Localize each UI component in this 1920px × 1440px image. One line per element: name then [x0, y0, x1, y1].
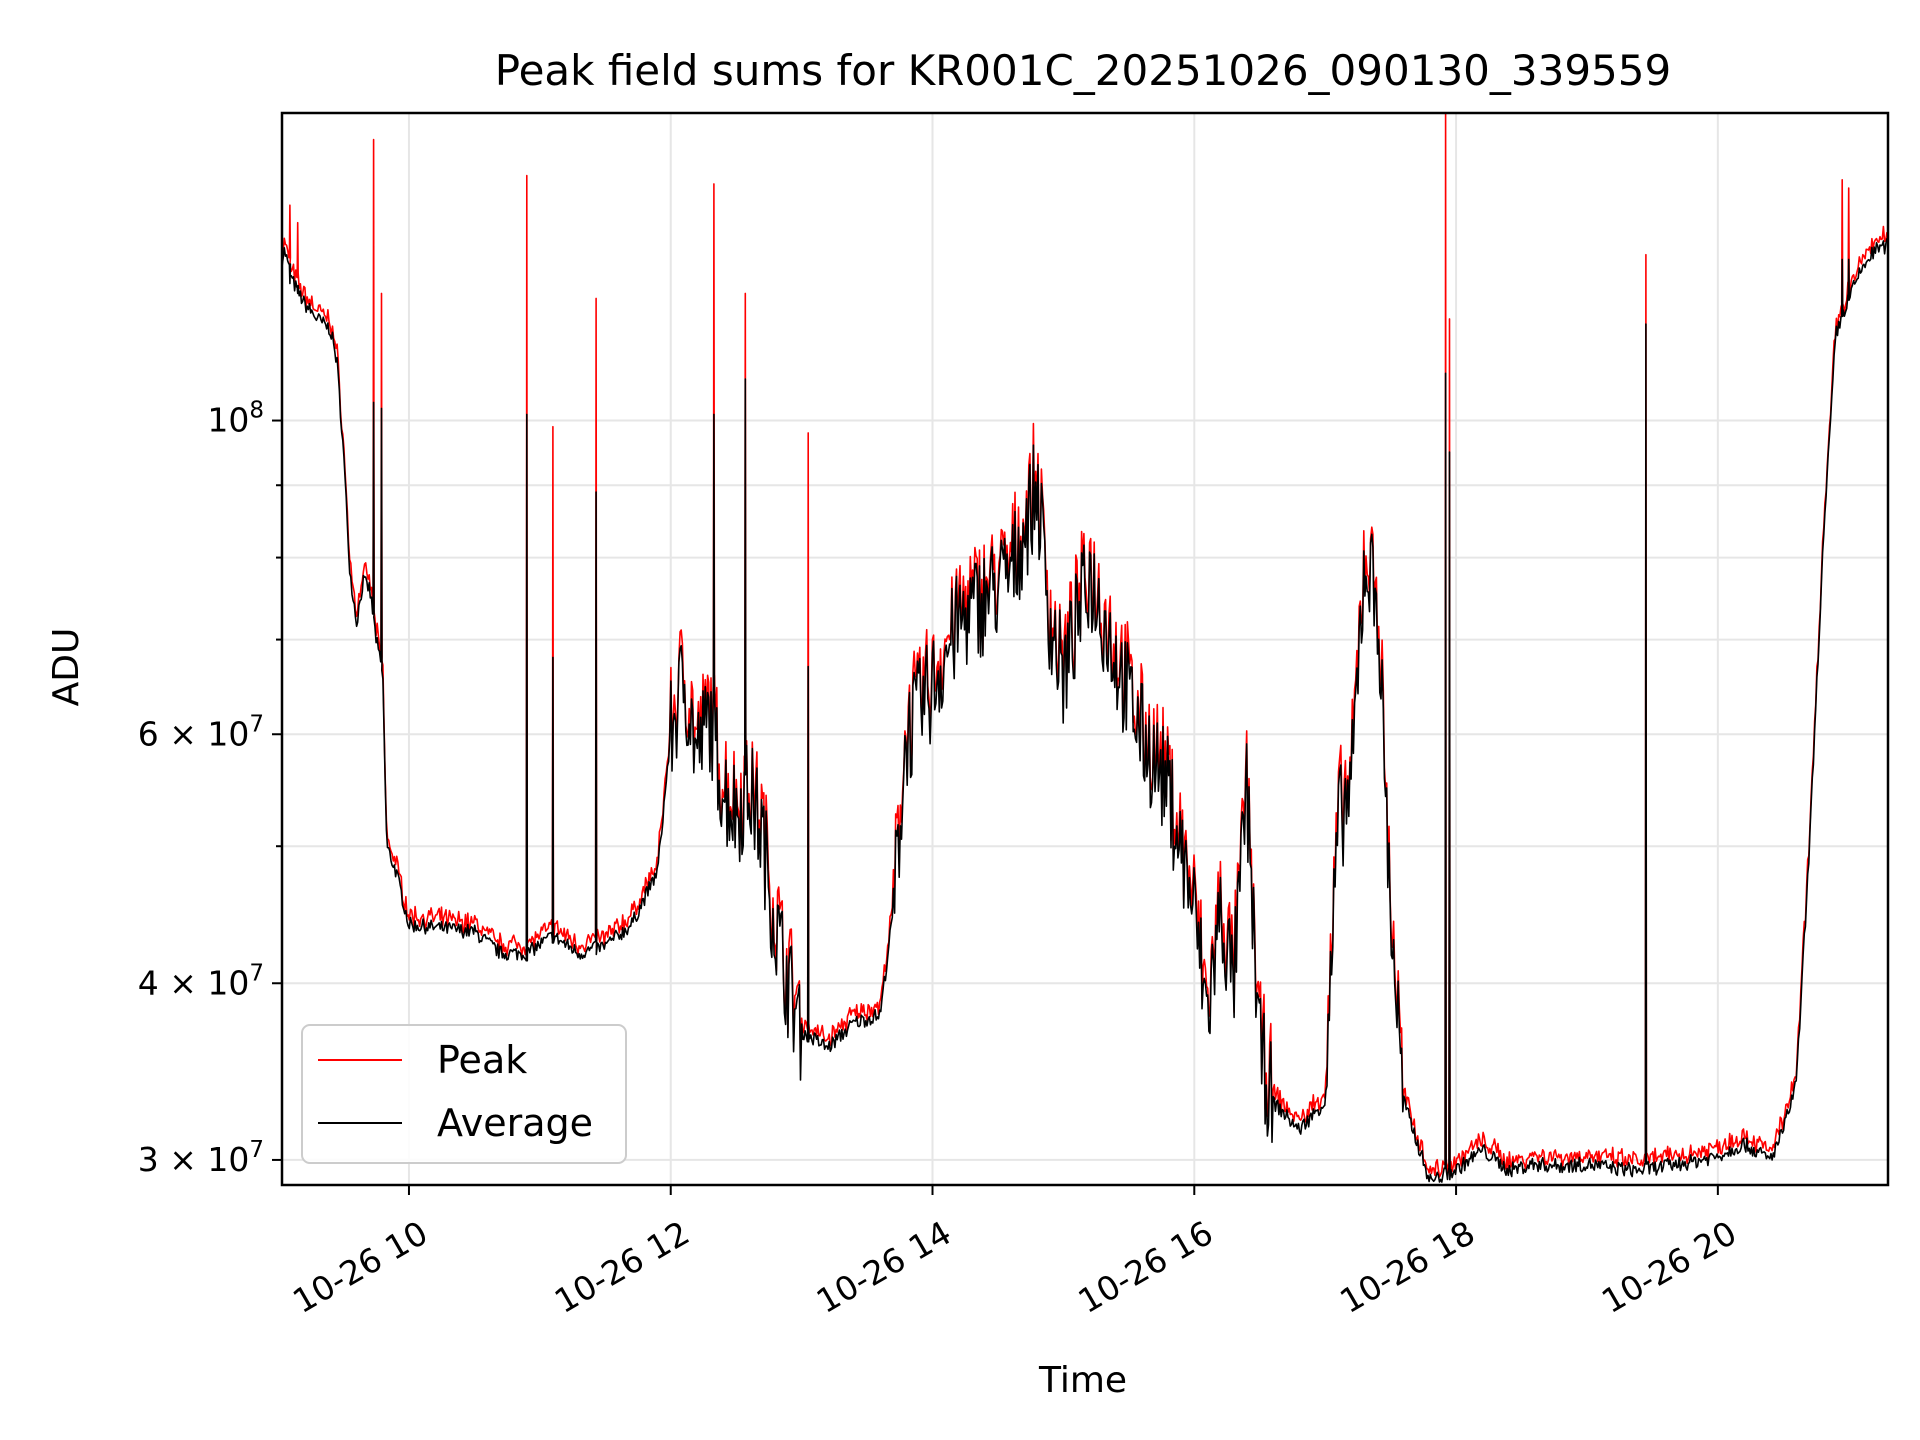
x-tick-label-0: 10-26 10	[286, 1213, 434, 1321]
series-line-average	[281, 238, 1889, 1183]
legend-label-peak: Peak	[437, 1038, 527, 1082]
x-tick-label-1: 10-26 12	[548, 1213, 696, 1321]
y-axis-label: ADU	[46, 628, 87, 707]
chart-title: Peak field sums for KR001C_20251026_0901…	[495, 46, 1671, 95]
y-tick-label-3: 108	[207, 398, 264, 440]
x-axis-label: Time	[1038, 1360, 1127, 1401]
y-tick-label-1: 4 × 107	[138, 960, 264, 1002]
y-tick-label-0: 3 × 107	[138, 1137, 264, 1179]
x-tick-label-5: 10-26 20	[1595, 1213, 1743, 1321]
x-tick-label-4: 10-26 18	[1333, 1213, 1481, 1321]
legend-label-average: Average	[437, 1101, 593, 1145]
series-layer	[281, 112, 1889, 1183]
x-tick-label-2: 10-26 14	[810, 1213, 958, 1321]
legend: Peak Average	[301, 1024, 627, 1164]
series-line-peak	[281, 112, 1889, 1178]
y-tick-label-2: 6 × 107	[138, 711, 264, 753]
plot-frame	[280, 111, 1890, 1187]
x-tick-label-3: 10-26 16	[1071, 1213, 1219, 1321]
